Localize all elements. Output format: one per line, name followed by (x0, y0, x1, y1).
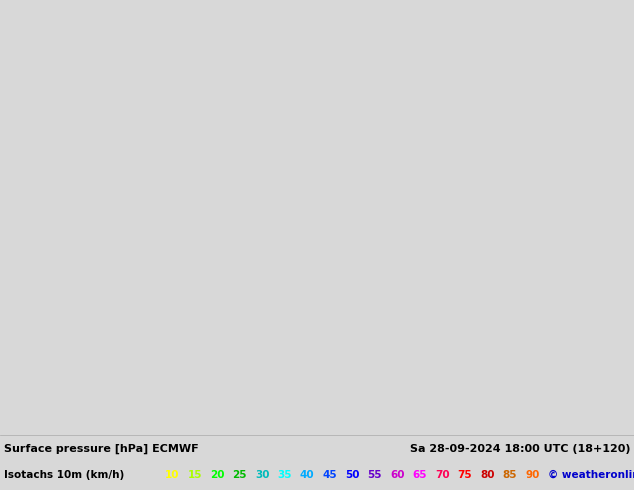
Text: 40: 40 (300, 470, 314, 480)
Text: 55: 55 (368, 470, 382, 480)
Text: 10: 10 (165, 470, 179, 480)
Text: Isotachs 10m (km/h): Isotachs 10m (km/h) (4, 470, 124, 480)
Text: Surface pressure [hPa] ECMWF: Surface pressure [hPa] ECMWF (4, 443, 198, 454)
Text: 80: 80 (480, 470, 495, 480)
Text: 35: 35 (278, 470, 292, 480)
Text: 25: 25 (233, 470, 247, 480)
Text: 20: 20 (210, 470, 224, 480)
Text: 50: 50 (345, 470, 359, 480)
Text: © weatheronline.co.uk: © weatheronline.co.uk (548, 470, 634, 480)
Text: 45: 45 (323, 470, 337, 480)
Text: 75: 75 (458, 470, 472, 480)
Text: Sa 28-09-2024 18:00 UTC (18+120): Sa 28-09-2024 18:00 UTC (18+120) (410, 443, 630, 454)
Text: 60: 60 (390, 470, 404, 480)
Text: 90: 90 (525, 470, 540, 480)
Text: 65: 65 (413, 470, 427, 480)
Text: 30: 30 (255, 470, 269, 480)
Text: 85: 85 (503, 470, 517, 480)
Text: 15: 15 (188, 470, 202, 480)
Text: 70: 70 (435, 470, 450, 480)
